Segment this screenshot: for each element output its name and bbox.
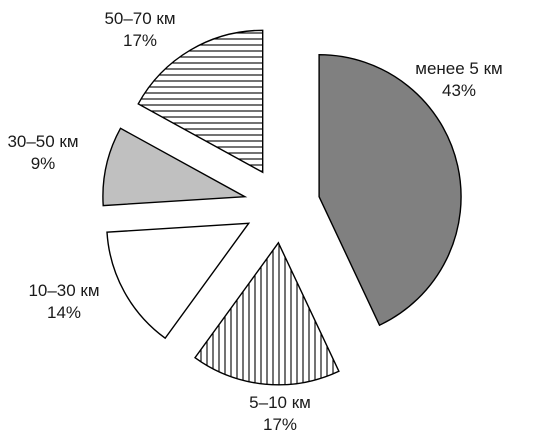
pie-slice	[106, 222, 251, 340]
pie-slice	[194, 241, 340, 386]
pie-slice	[137, 29, 264, 174]
slice-label: 5–10 км	[249, 393, 311, 412]
pie-slices	[102, 29, 462, 386]
slice-label: 10–30 км	[28, 281, 99, 300]
pie-slice	[102, 127, 248, 207]
pie-labels: менее 5 км 43% 5–10 км 17% 10–30 км 14% 30–50 …	[7, 9, 502, 434]
slice-percent-label: 14%	[47, 303, 81, 322]
slice-label: 50–70 км	[104, 9, 175, 28]
slice-percent-label: 9%	[31, 154, 56, 173]
slice-percent-label: 17%	[263, 415, 297, 434]
slice-percent-label: 43%	[442, 81, 476, 100]
pie-slice	[318, 53, 462, 327]
slice-percent-label: 17%	[123, 31, 157, 50]
slice-label: 30–50 км	[7, 132, 78, 151]
slice-label: менее 5 км	[415, 59, 502, 78]
